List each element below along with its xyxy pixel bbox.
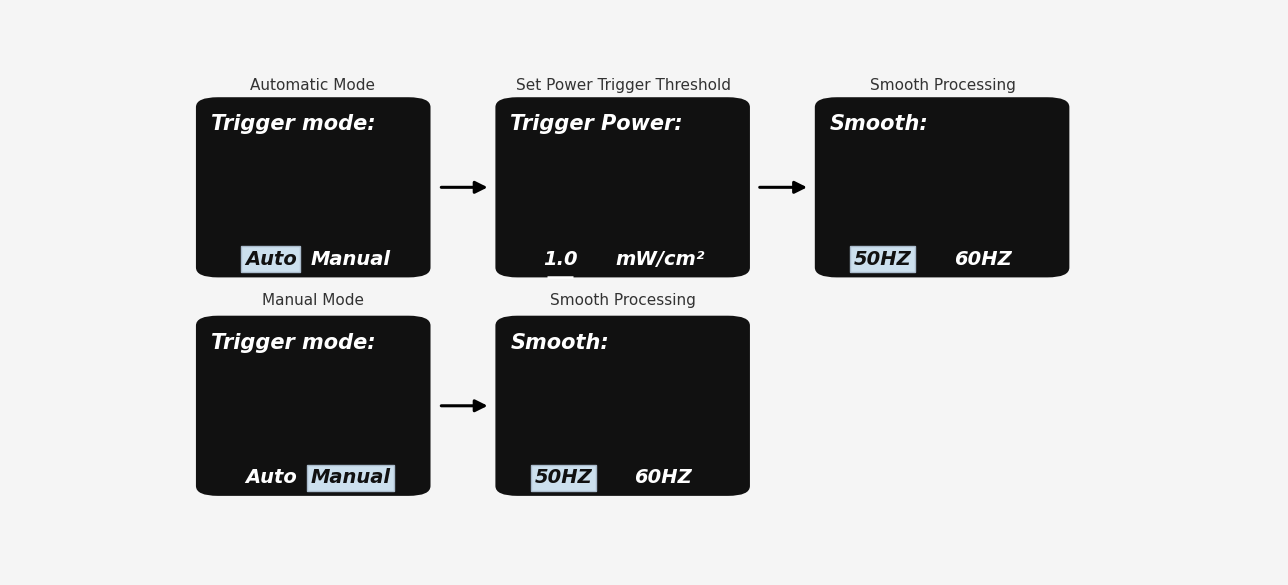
Text: Manual: Manual — [310, 250, 390, 269]
Text: Auto: Auto — [245, 250, 296, 269]
Text: 50HZ: 50HZ — [535, 469, 592, 487]
Text: Smooth Processing: Smooth Processing — [869, 78, 1015, 94]
Text: Automatic Mode: Automatic Mode — [250, 78, 375, 94]
Text: Set Power Trigger Threshold: Set Power Trigger Threshold — [515, 78, 730, 94]
FancyBboxPatch shape — [196, 97, 430, 277]
Text: Smooth:: Smooth: — [510, 333, 609, 353]
Text: 60HZ: 60HZ — [634, 469, 692, 487]
FancyBboxPatch shape — [496, 316, 750, 496]
FancyBboxPatch shape — [196, 316, 430, 496]
Text: Manual Mode: Manual Mode — [261, 293, 363, 308]
Text: 50HZ: 50HZ — [854, 250, 912, 269]
Text: Trigger mode:: Trigger mode: — [211, 333, 376, 353]
Text: mW/cm²: mW/cm² — [616, 250, 705, 269]
Text: Auto: Auto — [245, 469, 296, 487]
FancyBboxPatch shape — [815, 97, 1069, 277]
Text: Manual: Manual — [310, 469, 390, 487]
Text: 60HZ: 60HZ — [953, 250, 1011, 269]
Text: Smooth Processing: Smooth Processing — [550, 293, 696, 308]
Text: Smooth:: Smooth: — [829, 114, 929, 134]
Text: 1.0: 1.0 — [544, 250, 577, 269]
Text: Trigger mode:: Trigger mode: — [211, 114, 376, 134]
Text: Trigger Power:: Trigger Power: — [510, 114, 683, 134]
FancyBboxPatch shape — [496, 97, 750, 277]
